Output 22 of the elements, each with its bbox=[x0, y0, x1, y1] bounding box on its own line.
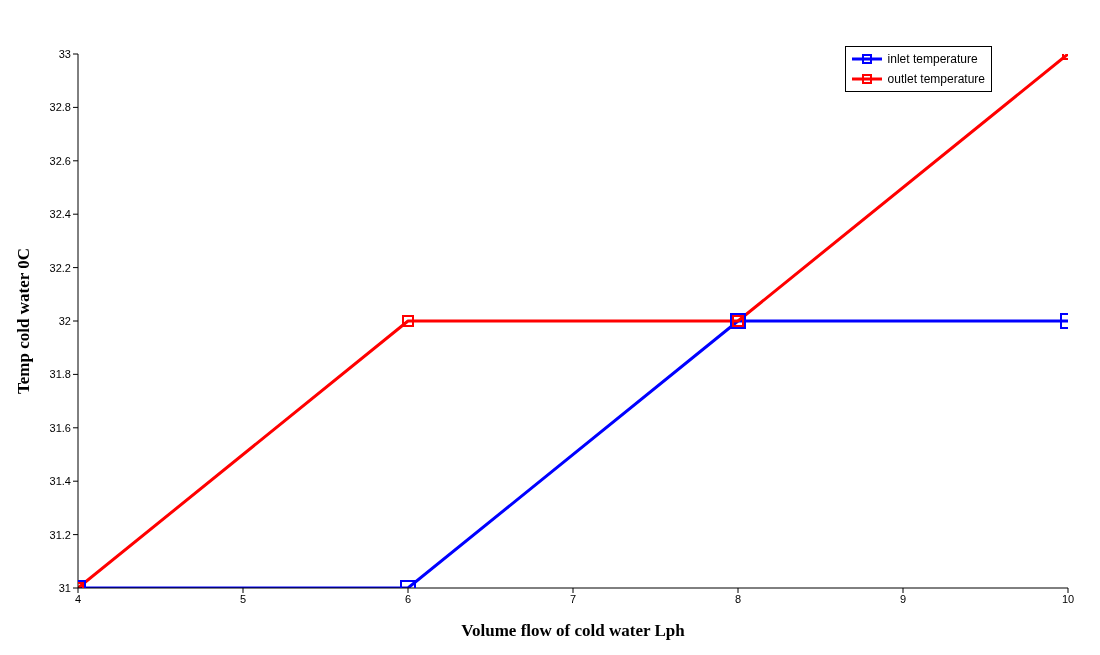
y-tick-label: 32.8 bbox=[49, 101, 71, 114]
x-tick-label: 4 bbox=[74, 592, 82, 605]
x-tick-label: 8 bbox=[734, 592, 742, 605]
x-tick-label: 5 bbox=[239, 592, 247, 605]
y-axis-title: Temp cold water 0C bbox=[14, 248, 34, 394]
x-tick-label: 6 bbox=[404, 592, 412, 605]
x-tick-label: 9 bbox=[899, 592, 907, 605]
x-tick-label: 10 bbox=[1061, 592, 1075, 605]
y-tick-label: 32.4 bbox=[49, 208, 71, 221]
y-tick-label: 31.4 bbox=[49, 475, 71, 488]
y-tick-label: 32 bbox=[58, 314, 71, 327]
x-axis-title: Volume flow of cold water Lph bbox=[461, 621, 686, 640]
y-tick-label: 31.8 bbox=[49, 368, 71, 381]
legend-label: inlet temperature bbox=[887, 51, 978, 68]
y-tick-label: 33 bbox=[58, 47, 71, 60]
y-tick-label: 32.6 bbox=[49, 154, 71, 167]
y-tick-label: 32.2 bbox=[49, 261, 71, 274]
y-tick-label: 31.2 bbox=[49, 528, 71, 541]
x-tick-label: 7 bbox=[569, 592, 577, 605]
y-tick-label: 31.6 bbox=[49, 421, 71, 434]
y-tick-label: 31 bbox=[58, 581, 71, 594]
legend-label: outlet temperature bbox=[887, 71, 985, 88]
